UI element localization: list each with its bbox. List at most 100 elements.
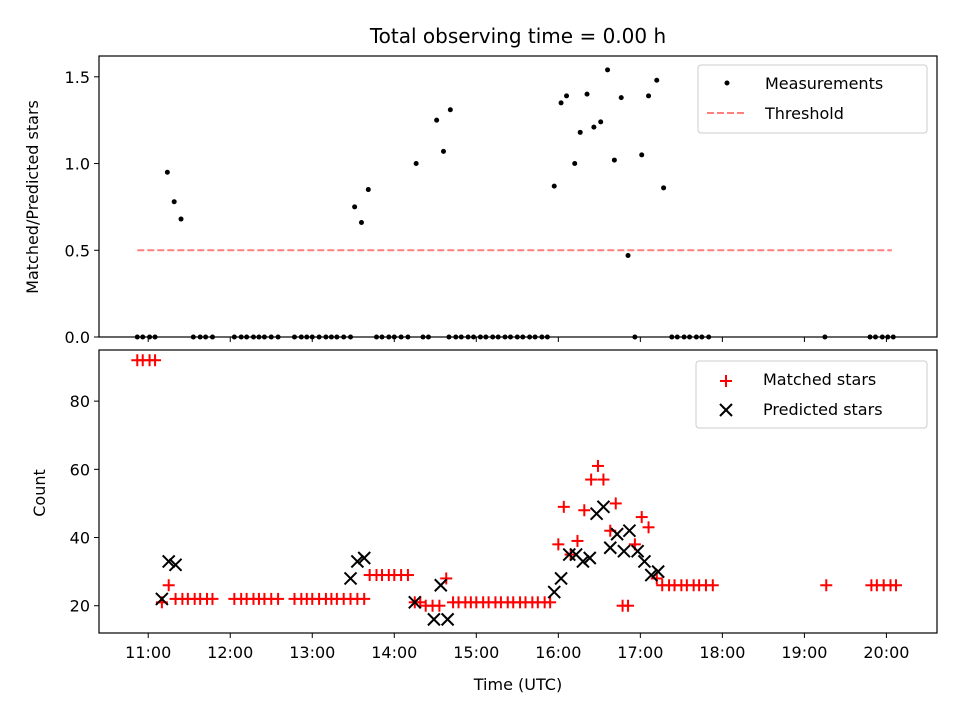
- top-x-ticks: [147, 337, 887, 342]
- measurement-point: [611, 157, 617, 163]
- legend-label-measurements: Measurements: [765, 74, 883, 93]
- predicted-star-point: [155, 592, 169, 606]
- predicted-star-point: [630, 544, 645, 558]
- predicted-star-point: [651, 564, 665, 579]
- measurement-point: [625, 252, 631, 258]
- matched-star-point: [889, 579, 902, 592]
- measurement-point: [572, 161, 578, 167]
- predicted-star-point: [622, 524, 637, 538]
- matched-star-point: [557, 500, 570, 513]
- legend-marker-measurements: [724, 80, 730, 86]
- predicted-star-point: [427, 612, 441, 627]
- matched-star-point: [597, 473, 610, 486]
- matched-star-point: [609, 497, 622, 510]
- matched-star-point: [433, 599, 446, 612]
- measurement-point: [365, 187, 371, 193]
- legend-label-predicted: Predicted stars: [763, 400, 883, 419]
- predicted-star-point: [576, 554, 590, 569]
- bottom-axes-frame: [98, 349, 938, 634]
- predicted-star-point: [603, 541, 617, 555]
- top-legend: Measurements Threshold: [697, 64, 928, 134]
- measurement-point: [605, 67, 611, 73]
- measurement-point: [654, 77, 660, 83]
- x-tick-label: 18:00: [699, 643, 745, 662]
- predicted-star-point: [554, 571, 568, 586]
- measurement-point: [551, 183, 557, 189]
- measurement-point: [440, 148, 446, 154]
- x-tick-label: 15:00: [453, 643, 499, 662]
- x-tick-label: 16:00: [535, 643, 581, 662]
- bottom-y-tick-label: 60: [70, 460, 90, 479]
- measurement-point: [646, 93, 652, 99]
- predicted-star-point: [343, 571, 358, 586]
- top-y-axis-label: Matched/Predicted stars: [23, 100, 42, 294]
- predicted-star-point: [610, 527, 624, 541]
- measurement-point: [164, 169, 170, 175]
- matched-star-point: [552, 538, 565, 551]
- matched-star-point: [820, 579, 833, 592]
- top-panel: 0.0 0.5 1.0 1.5 Matched/Predicted stars Mea…: [23, 55, 938, 347]
- legend-label-threshold: Threshold: [764, 104, 844, 123]
- measurement-point: [434, 117, 440, 123]
- measurement-point: [564, 93, 570, 99]
- bottom-y-ticks: 20 40 60 80: [70, 392, 99, 616]
- predicted-star-point: [408, 595, 422, 610]
- measurement-point: [598, 119, 604, 125]
- matched-star-point: [591, 459, 604, 472]
- x-tick-label: 14:00: [371, 643, 417, 662]
- predicted-star-point: [350, 554, 365, 569]
- matched-star-point: [585, 473, 598, 486]
- matched-star-point: [358, 592, 371, 605]
- predicted-star-point: [583, 551, 597, 565]
- bottom-x-ticks: 11:00 12:00 13:00 14:00 15:00 16:00 17:00 18:00…: [125, 633, 909, 662]
- matched-star-point: [401, 569, 414, 582]
- measurement-point: [618, 95, 624, 101]
- measurement-point: [171, 199, 177, 205]
- bottom-y-tick-label: 20: [70, 597, 90, 616]
- top-y-tick-label: 0.0: [65, 328, 90, 347]
- bottom-y-axis-label: Count: [30, 469, 49, 517]
- measurement-point: [178, 216, 184, 222]
- top-axes-frame: [98, 55, 938, 338]
- measurement-point: [558, 100, 564, 106]
- matched-star-point: [272, 592, 285, 605]
- bottom-y-tick-label: 40: [70, 529, 90, 548]
- x-axis-label: Time (UTC): [473, 675, 562, 694]
- matched-star-point: [622, 599, 635, 612]
- x-tick-label: 20:00: [863, 643, 909, 662]
- measurement-point: [358, 220, 364, 226]
- bottom-plot-area: [131, 354, 902, 627]
- legend-label-matched: Matched stars: [763, 370, 876, 389]
- predicted-star-point: [434, 578, 448, 592]
- matched-star-point: [206, 592, 219, 605]
- top-y-tick-label: 0.5: [65, 241, 90, 260]
- matched-star-point: [706, 579, 719, 592]
- top-y-tick-label: 1.0: [65, 155, 90, 174]
- matched-star-point: [162, 579, 175, 592]
- x-tick-label: 13:00: [289, 643, 335, 662]
- matched-star-point: [544, 596, 557, 609]
- predicted-star-point: [596, 500, 611, 514]
- predicted-star-point: [617, 544, 631, 558]
- predicted-star-point: [547, 585, 561, 599]
- matched-star-point: [635, 511, 648, 524]
- top-legend-frame: [697, 64, 928, 134]
- measurement-point: [584, 91, 590, 97]
- legend-marker-predicted: [719, 403, 733, 417]
- top-y-ticks: 0.0 0.5 1.0 1.5: [65, 68, 99, 347]
- measurement-point: [447, 107, 453, 113]
- measurement-point: [577, 129, 583, 135]
- predicted-star-point: [168, 558, 183, 572]
- measurement-point: [413, 161, 419, 167]
- matched-star-point: [578, 504, 591, 517]
- predicted-star-point: [440, 612, 455, 627]
- predicted-star-point: [644, 568, 658, 582]
- predicted-star-point: [637, 554, 652, 569]
- chart-title: Total observing time = 0.00 h: [369, 24, 666, 48]
- matched-star-point: [440, 572, 453, 585]
- bottom-legend-frame: [695, 360, 928, 429]
- measurement-point: [352, 204, 358, 210]
- matched-star-point: [650, 572, 663, 585]
